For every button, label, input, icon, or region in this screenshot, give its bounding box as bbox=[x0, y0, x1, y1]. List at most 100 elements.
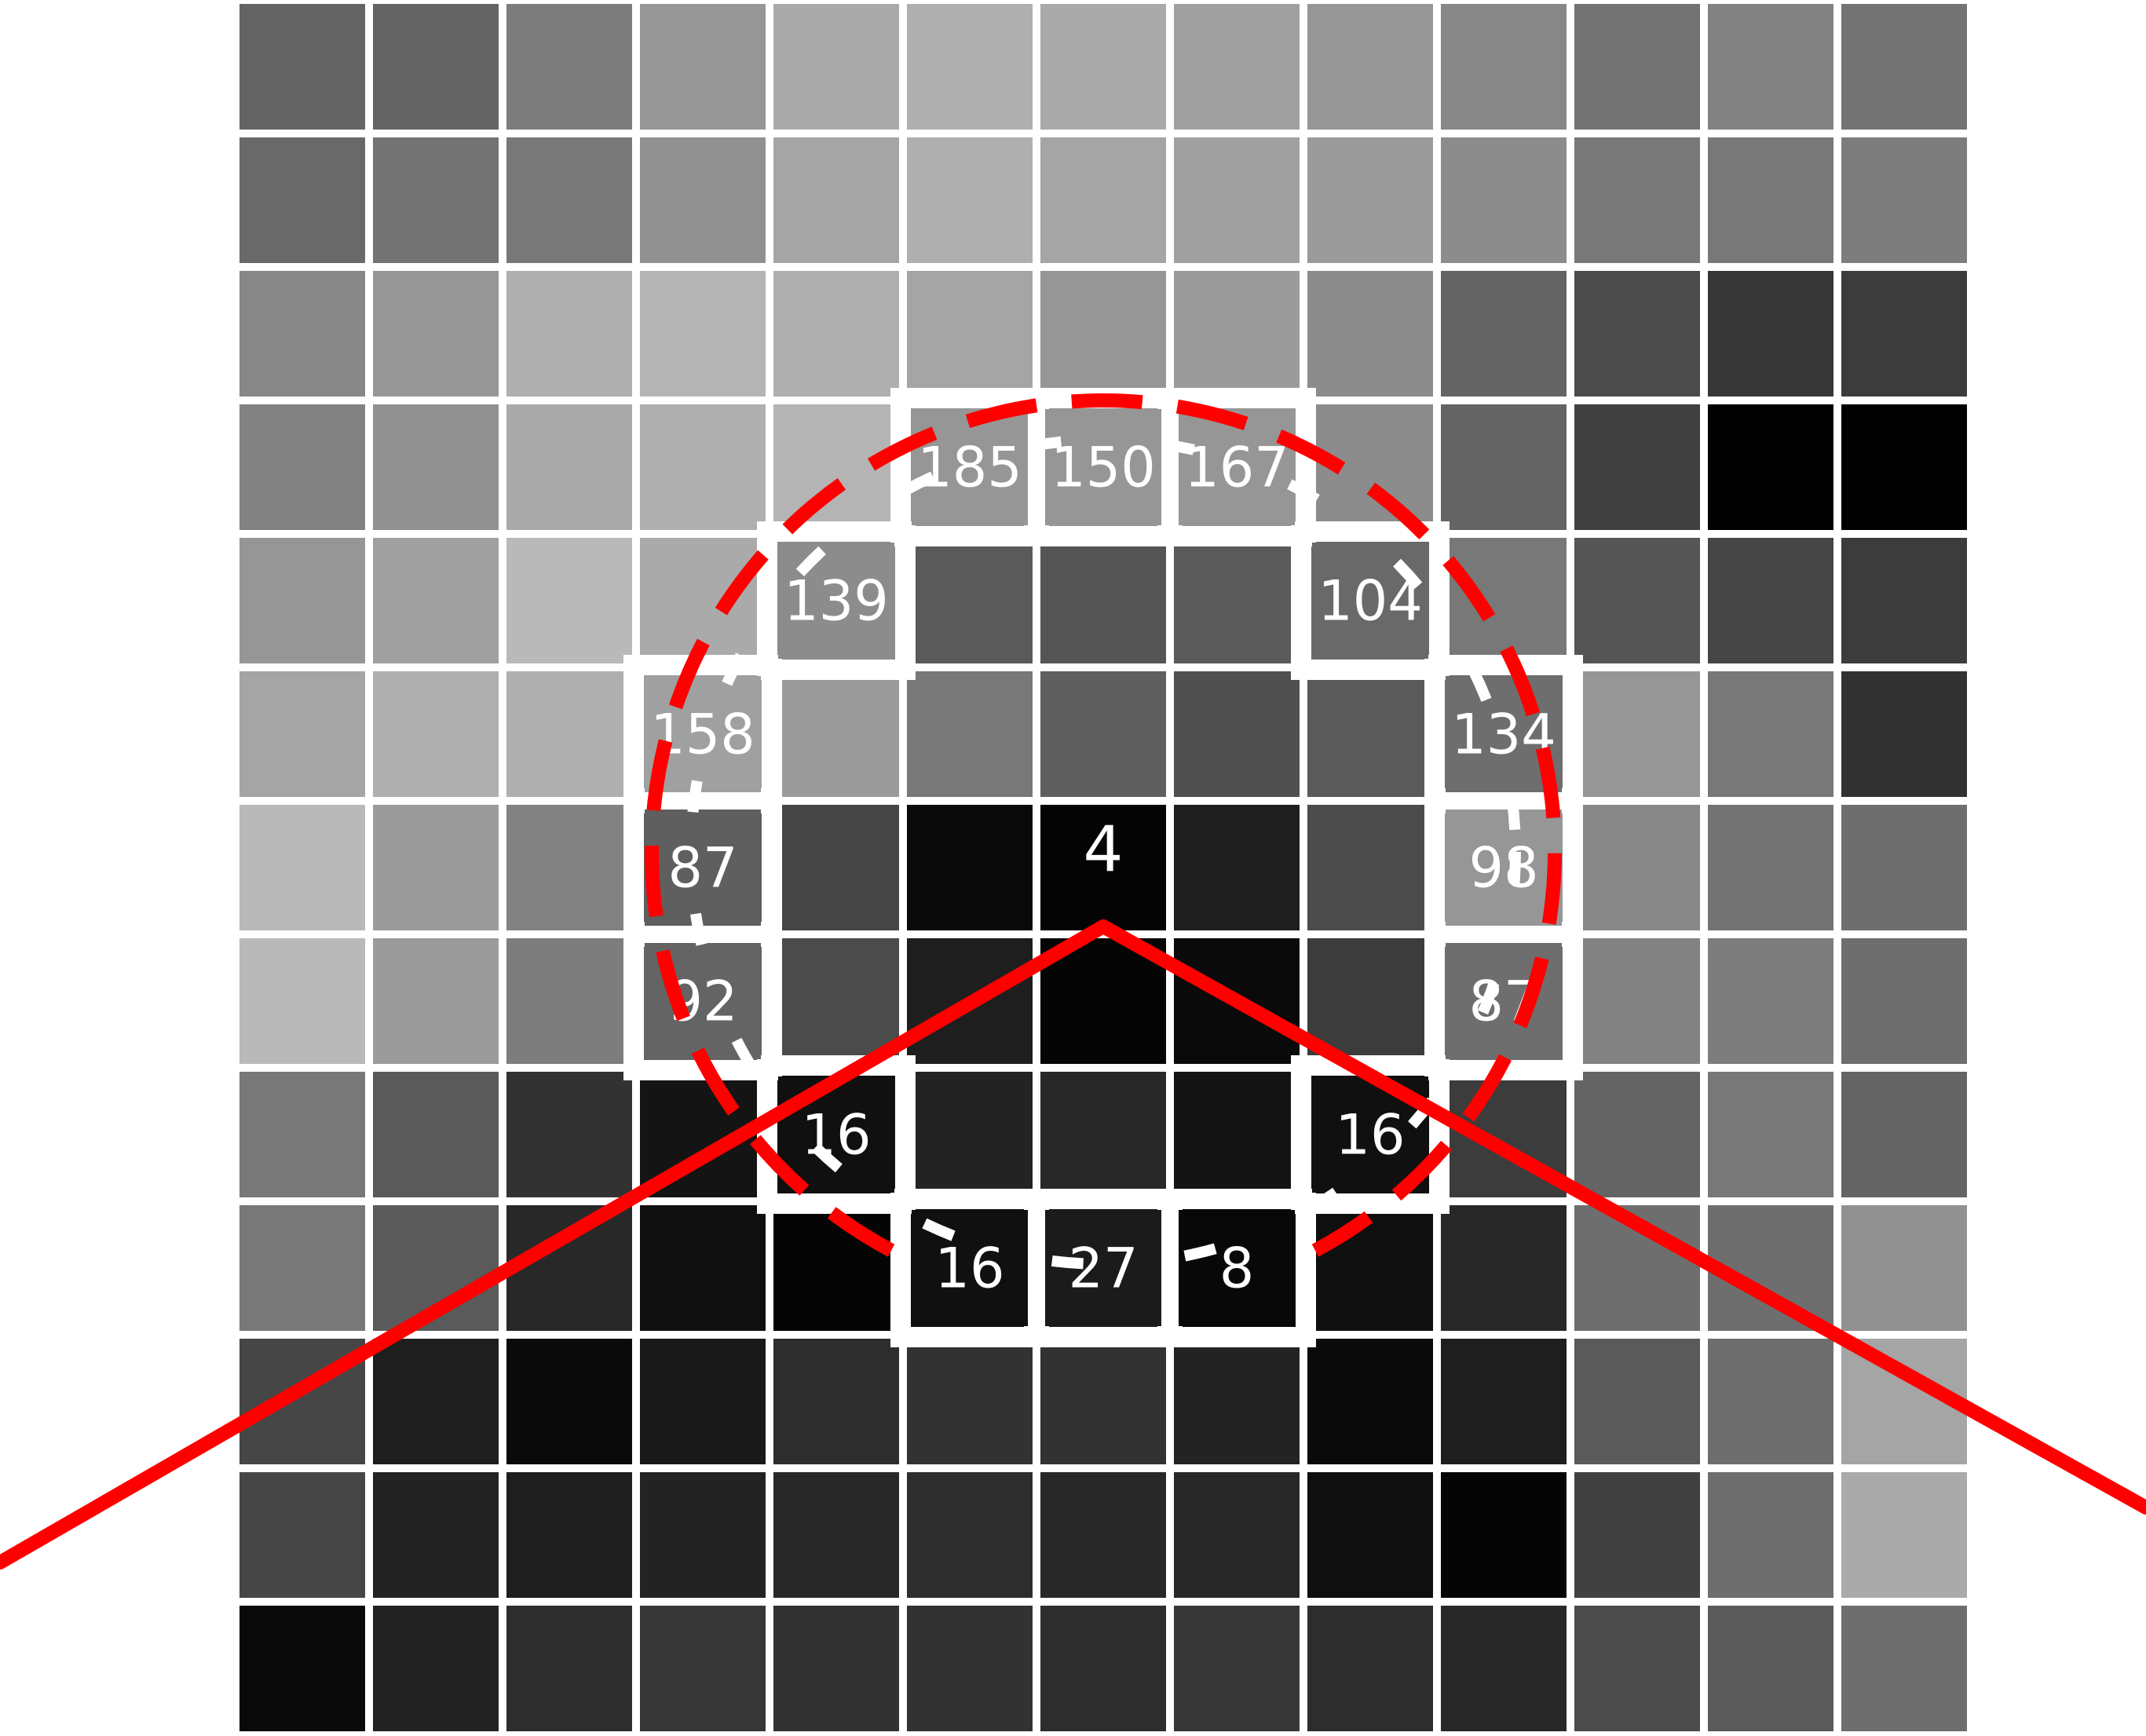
pixel-cell bbox=[1708, 271, 1833, 397]
ring-value-label: 104 bbox=[1318, 569, 1423, 634]
inner-dashed-circle bbox=[685, 434, 1521, 1270]
pixel-cell bbox=[1307, 1472, 1433, 1598]
pixel-cell bbox=[506, 1606, 632, 1731]
pixel-cell bbox=[1174, 805, 1300, 930]
pixel-cell bbox=[640, 1205, 766, 1331]
pixel-cell bbox=[1574, 1072, 1700, 1197]
pixel-cell bbox=[373, 1472, 499, 1598]
pixel-cell bbox=[239, 404, 365, 530]
pixel-cell bbox=[640, 271, 766, 397]
pixel-cell bbox=[1841, 137, 1967, 263]
pixel-cell bbox=[506, 137, 632, 263]
pixel-cell bbox=[506, 1072, 632, 1197]
pixel-cell bbox=[1841, 805, 1967, 930]
pixel-cell bbox=[907, 1472, 1033, 1598]
pixel-cell bbox=[1174, 271, 1300, 397]
cone-line-right bbox=[1096, 919, 2146, 1515]
pixel-cell bbox=[1574, 137, 1700, 263]
pixel-cell bbox=[1174, 1606, 1300, 1731]
pixel-cell bbox=[1574, 671, 1700, 797]
pixel-cell bbox=[373, 271, 499, 397]
pixel-cell bbox=[1307, 271, 1433, 397]
pixel-cell bbox=[1708, 137, 1833, 263]
pixel-cell bbox=[239, 1606, 365, 1731]
pixel-cell bbox=[373, 137, 499, 263]
pixel-cell bbox=[506, 4, 632, 130]
ring-value-label: 167 bbox=[1184, 436, 1289, 500]
pixel-cell bbox=[1441, 1472, 1567, 1598]
red-cone-lines bbox=[0, 919, 2146, 1570]
pixel-cell bbox=[907, 1339, 1033, 1464]
pixel-cell bbox=[1040, 1606, 1166, 1731]
pixel-cell bbox=[1441, 538, 1567, 663]
pixel-cell bbox=[773, 1205, 899, 1331]
red-dashed-arc bbox=[645, 393, 1562, 1257]
ring-value-label: 150 bbox=[1051, 436, 1156, 500]
pixel-cell bbox=[239, 1472, 365, 1598]
pixel-cell bbox=[1708, 404, 1833, 530]
pixel-cell bbox=[1708, 4, 1833, 130]
pixel-cell bbox=[773, 805, 899, 930]
ring-pixel-outline bbox=[1291, 521, 1450, 680]
pixel-cell bbox=[907, 671, 1033, 797]
pixel-cell bbox=[373, 938, 499, 1064]
pixel-cell bbox=[1174, 137, 1300, 263]
pixel-cell bbox=[773, 1339, 899, 1464]
pixel-cell bbox=[1307, 1339, 1433, 1464]
pixel-cell bbox=[773, 671, 899, 797]
pixel-cell bbox=[1574, 805, 1700, 930]
pixel-cell bbox=[907, 805, 1033, 930]
pixel-cell bbox=[773, 1472, 899, 1598]
pixel-cell bbox=[373, 1072, 499, 1197]
ring-value-label: 16 bbox=[934, 1237, 1004, 1301]
ring-value-label: 16 bbox=[1335, 1103, 1405, 1168]
pixel-cell bbox=[1174, 4, 1300, 130]
pixel-cell bbox=[1040, 1339, 1166, 1464]
pixel-cell bbox=[239, 4, 365, 130]
pixel-cell bbox=[506, 271, 632, 397]
ring-pixel-cell bbox=[1446, 810, 1562, 926]
pixel-cell bbox=[1841, 1072, 1967, 1197]
pixel-cell bbox=[239, 805, 365, 930]
pixel-cell bbox=[1174, 1072, 1300, 1197]
pixel-cell bbox=[1574, 271, 1700, 397]
pixel-cell bbox=[907, 4, 1033, 130]
ring-pixel-cell bbox=[645, 810, 761, 926]
pixel-cell bbox=[1841, 938, 1967, 1064]
pixel-cell bbox=[773, 938, 899, 1064]
pixel-cell bbox=[1708, 1472, 1833, 1598]
ring-value-label: 185 bbox=[917, 436, 1022, 500]
ring-pixel-outline bbox=[1291, 1055, 1450, 1214]
pixel-cell bbox=[373, 671, 499, 797]
pixel-cell bbox=[506, 671, 632, 797]
ring-value-label: 87 bbox=[667, 836, 737, 901]
ring-pixel-cell bbox=[1179, 1210, 1295, 1326]
pixel-cell bbox=[1841, 538, 1967, 663]
pixel-cell bbox=[640, 137, 766, 263]
pixel-cell bbox=[239, 538, 365, 663]
pixel-cell bbox=[1307, 938, 1433, 1064]
pixel-cell bbox=[1040, 1472, 1166, 1598]
ring-pixel-outline bbox=[757, 1055, 916, 1214]
pixel-cell bbox=[1441, 1205, 1567, 1331]
pixel-cell bbox=[773, 137, 899, 263]
pixel-cell bbox=[1174, 1472, 1300, 1598]
pixel-cell bbox=[1841, 1472, 1967, 1598]
inner-dash-ring bbox=[685, 434, 1521, 1270]
pixel-cell bbox=[1574, 938, 1700, 1064]
pixel-cell bbox=[1441, 404, 1567, 530]
pixel-cell bbox=[1841, 1606, 1967, 1731]
pixel-cell bbox=[640, 4, 766, 130]
pixel-cell bbox=[1441, 1339, 1567, 1464]
pixel-cell bbox=[1574, 1472, 1700, 1598]
pixel-cell bbox=[1040, 938, 1166, 1064]
pixel-cell bbox=[640, 404, 766, 530]
pixel-cell bbox=[239, 671, 365, 797]
pixel-cell bbox=[1040, 137, 1166, 263]
ring-value-label: 98 bbox=[1468, 836, 1538, 901]
pixel-cell bbox=[1574, 1339, 1700, 1464]
pixel-cell bbox=[1841, 404, 1967, 530]
pixel-cell bbox=[373, 1606, 499, 1731]
